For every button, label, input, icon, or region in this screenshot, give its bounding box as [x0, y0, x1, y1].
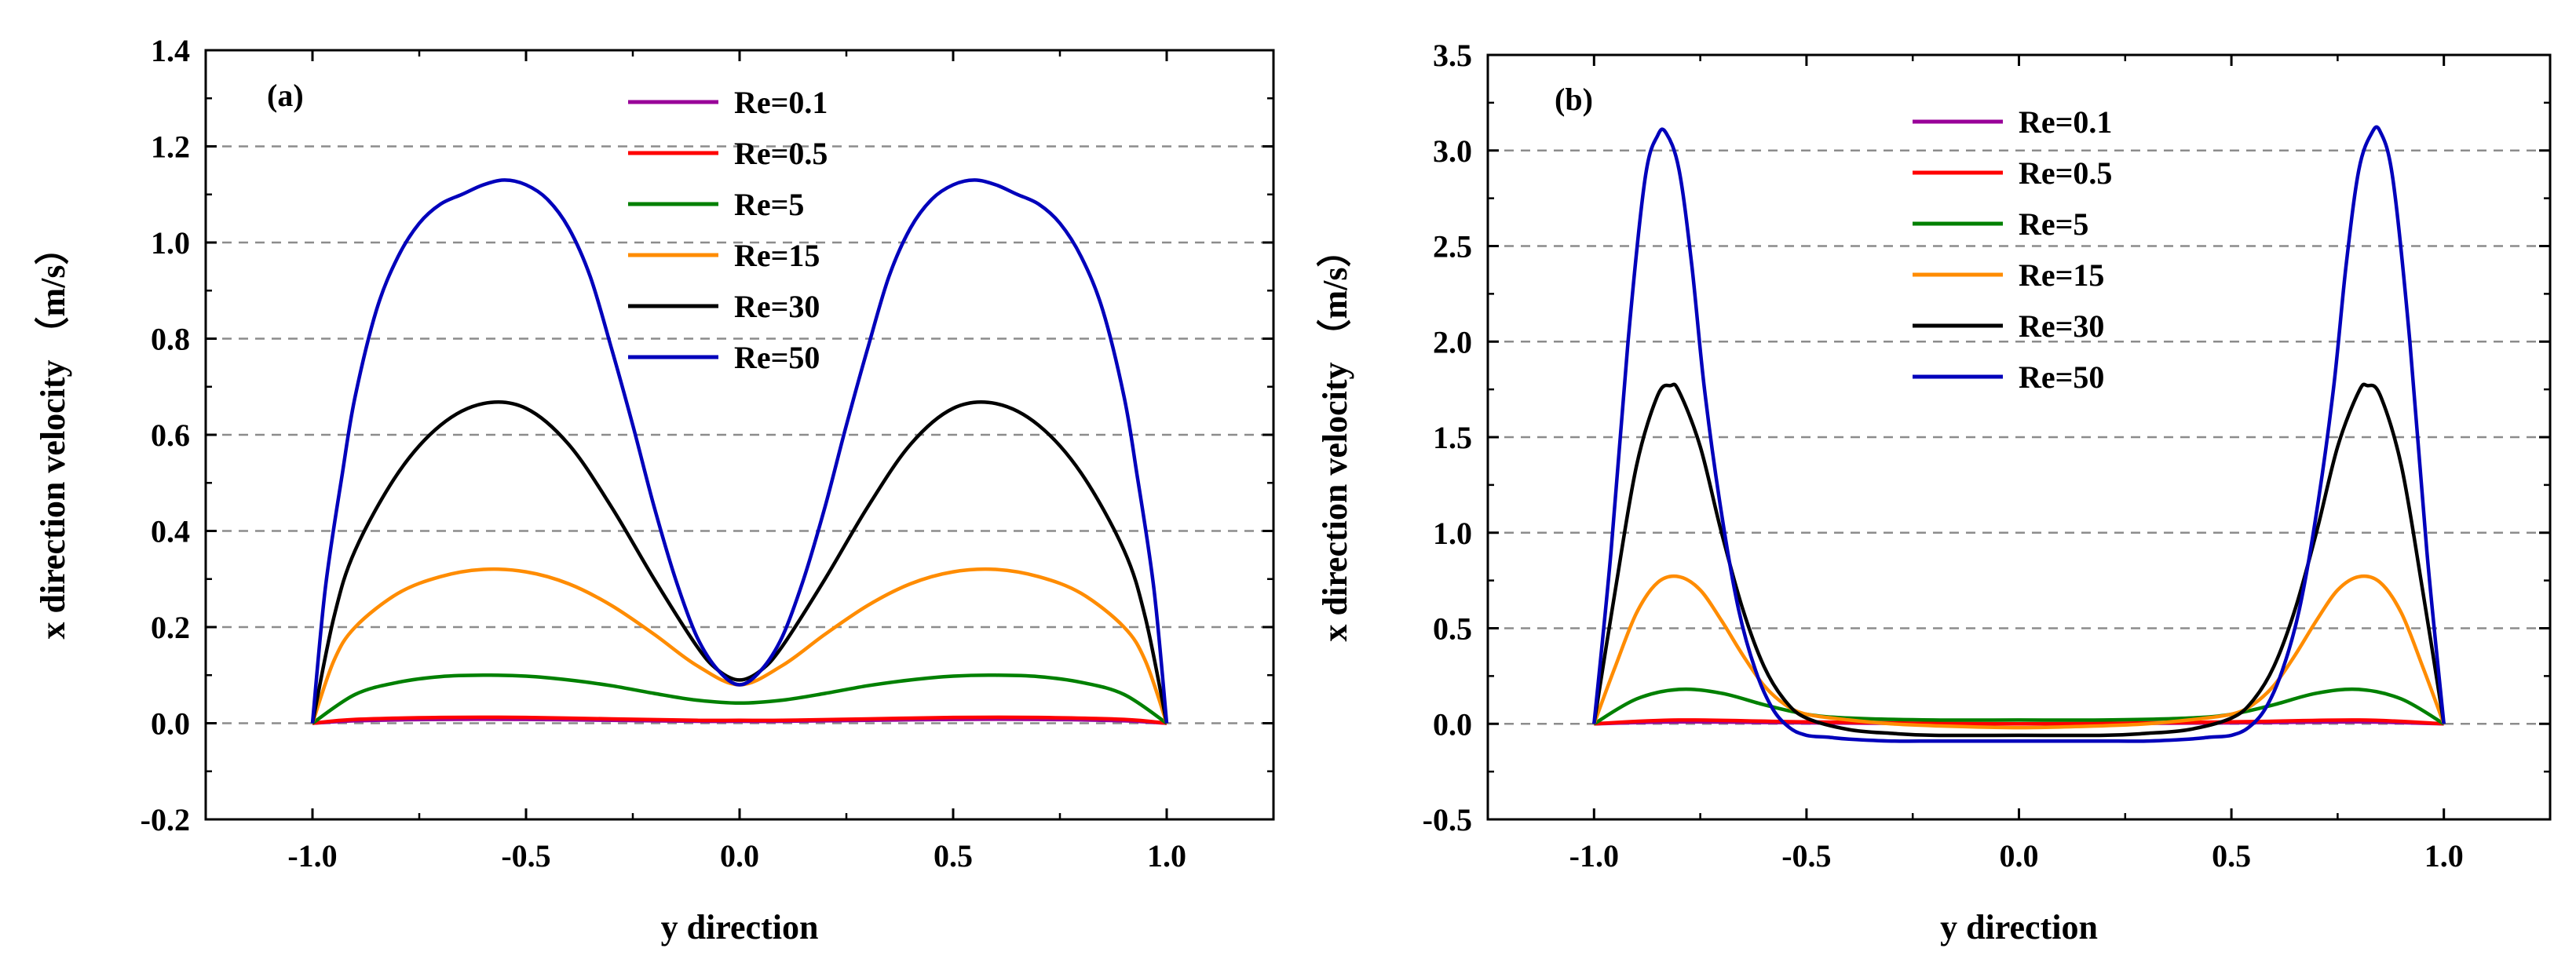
legend: Re=0.1 Re=0.5 Re=5 Re=15 Re=30 Re=50 — [1913, 104, 2112, 395]
legend-label: Re=30 — [2019, 308, 2104, 344]
y-tick-label: 3.5 — [1433, 38, 1472, 73]
series-line-re-5 — [1593, 687, 2445, 726]
legend-label: Re=5 — [734, 187, 804, 222]
x-axis-title: y direction — [661, 908, 819, 947]
x-tick-label: 0.0 — [2000, 838, 2039, 874]
legend-label: Re=15 — [2019, 257, 2104, 293]
y-tick-label: 0.8 — [151, 322, 190, 357]
x-tick-label: 0.5 — [934, 838, 973, 874]
x-tick-label: 0.0 — [720, 838, 759, 874]
chart-panel-b: -0.5 0.0 0.5 1.0 1.5 2.0 2.5 3.0 3.5 -1.0 -0.5 0.0 0… — [1316, 38, 2552, 947]
y-tick-label: 0.5 — [1433, 611, 1472, 647]
legend-label: Re=30 — [734, 289, 820, 324]
x-tick-label: -1.0 — [1569, 838, 1619, 874]
legend: Re=0.1 Re=0.5 Re=5 Re=15 Re=30 Re=50 — [628, 85, 828, 375]
y-tick-label: 2.0 — [1433, 324, 1472, 359]
y-tick-label: 1.4 — [151, 33, 190, 68]
series-line-re-5 — [311, 673, 1168, 725]
x-tick-label: 1.0 — [2424, 838, 2464, 874]
legend-label: Re=5 — [2019, 206, 2088, 242]
series-line-re-50 — [310, 178, 1169, 724]
x-tick-label: 1.0 — [1147, 838, 1186, 874]
y-axis-title: x direction velocity （m/s） — [1316, 233, 1354, 642]
panel-label: (b) — [1555, 82, 1593, 117]
y-tick-label: 0.4 — [151, 514, 190, 549]
series-line-re-0-5 — [312, 715, 1167, 725]
legend-label: Re=15 — [734, 238, 820, 273]
y-tick-label: 0.6 — [151, 418, 190, 453]
legend-label: Re=50 — [2019, 359, 2104, 395]
x-tick-label: -0.5 — [1781, 838, 1831, 874]
series-line-re-15 — [310, 567, 1169, 724]
x-tick-label: 0.5 — [2212, 838, 2251, 874]
series-line-re-30 — [310, 400, 1169, 724]
y-tick-label: -0.2 — [141, 802, 190, 837]
legend-label: Re=0.1 — [734, 85, 828, 120]
series-line-re-50 — [1592, 125, 2446, 743]
legend-label: Re=0.1 — [2019, 104, 2112, 140]
series-line-re-0-5 — [1594, 718, 2444, 726]
y-tick-label: 1.0 — [1433, 516, 1472, 551]
legend-label: Re=50 — [734, 340, 820, 375]
panel-label: (a) — [267, 78, 304, 113]
y-tick-label: 1.0 — [151, 225, 190, 261]
y-tick-label: 2.5 — [1433, 229, 1472, 264]
y-tick-label: 1.2 — [151, 129, 190, 165]
x-axis-title: y direction — [1940, 908, 2098, 947]
x-tick-label: -0.5 — [501, 838, 550, 874]
y-tick-label: 3.0 — [1433, 133, 1472, 169]
y-tick-label: 1.5 — [1433, 420, 1472, 455]
series-line-re-30 — [1592, 382, 2446, 738]
chart-panel-a: -0.2 0.0 0.2 0.4 0.6 0.8 1.0 1.2 1.4 -1.0 -0.5 0.0 0… — [34, 33, 1275, 947]
legend-label: Re=0.5 — [734, 136, 828, 171]
y-axis-title: x direction velocity （m/s） — [34, 231, 72, 640]
y-tick-label: -0.5 — [1423, 802, 1472, 837]
series-line-re-15 — [1592, 574, 2446, 730]
legend-label: Re=0.5 — [2019, 155, 2112, 191]
x-tick-label: -1.0 — [287, 838, 337, 874]
y-tick-label: 0.0 — [151, 706, 190, 742]
y-tick-label: 0.2 — [151, 610, 190, 645]
y-tick-label: 0.0 — [1433, 706, 1472, 742]
